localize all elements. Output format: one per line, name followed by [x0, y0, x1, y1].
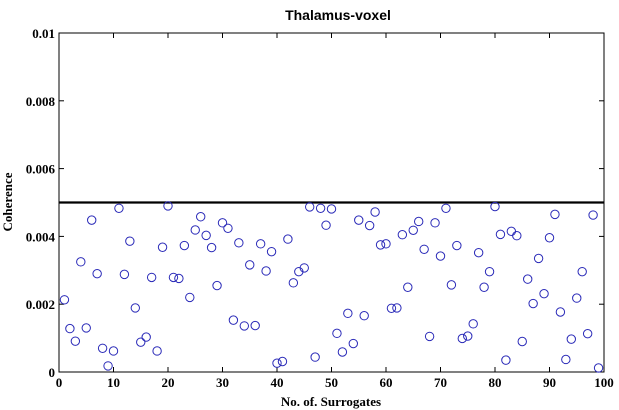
x-tick-label: 100 [594, 375, 614, 390]
y-axis-label: Coherence [0, 172, 15, 231]
x-tick-label: 30 [216, 375, 229, 390]
x-tick-label: 80 [489, 375, 502, 390]
x-tick-label: 40 [271, 375, 284, 390]
x-tick-label: 90 [543, 375, 556, 390]
y-tick-label: 0 [49, 365, 56, 380]
y-tick-label: 0.006 [26, 162, 56, 177]
y-tick-label: 0.002 [26, 297, 55, 312]
x-tick-label: 70 [434, 375, 447, 390]
x-tick-label: 50 [325, 375, 338, 390]
x-tick-label: 60 [380, 375, 393, 390]
y-tick-label: 0.01 [32, 26, 55, 41]
chart-title: Thalamus-voxel [285, 7, 391, 23]
x-tick-label: 10 [107, 375, 120, 390]
x-tick-label: 20 [162, 375, 175, 390]
y-tick-label: 0.004 [26, 229, 56, 244]
x-axis-label: No. of. Surrogates [281, 394, 381, 409]
y-tick-label: 0.008 [26, 94, 56, 109]
x-tick-label: 0 [56, 375, 63, 390]
